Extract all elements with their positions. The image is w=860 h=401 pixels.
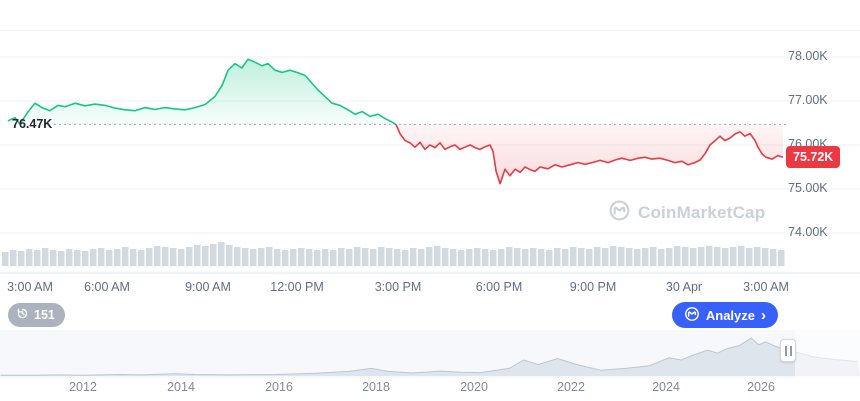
chevron-right-icon: ›	[761, 306, 766, 324]
timeline-handle[interactable]	[780, 339, 796, 362]
timeline-minimap[interactable]	[0, 330, 860, 378]
timeline-year-label: 2012	[69, 380, 97, 394]
analyze-label: Analyze	[705, 307, 755, 323]
x-axis-label: 6:00 PM	[475, 280, 523, 294]
timeline-year-label: 2022	[557, 380, 585, 394]
y-axis-label: 75.00K	[788, 181, 828, 195]
current-price-badge: 75.72K	[786, 146, 841, 168]
timeline-year-label: 2020	[460, 380, 488, 394]
timeline-year-axis: 2012 2014 2016 2018 2020 2022 2024 2026	[0, 377, 860, 397]
timeline-year-label: 2024	[652, 380, 680, 394]
timeline-year-label: 2016	[265, 380, 293, 394]
analyze-logo-icon	[684, 306, 700, 325]
history-count-label: 151	[34, 308, 55, 322]
chart-toolbar: 151 Analyze ›	[0, 300, 860, 330]
x-axis-label: 6:00 AM	[84, 280, 130, 294]
x-axis-label: 3:00 AM	[743, 280, 789, 294]
x-axis-label: 3:00 PM	[374, 280, 422, 294]
price-chart-canvas[interactable]	[0, 0, 860, 273]
y-axis-label: 77.00K	[788, 93, 828, 107]
x-axis-label: 9:00 PM	[569, 280, 617, 294]
timeline-year-label: 2018	[362, 380, 390, 394]
x-axis-label: 3:00 AM	[7, 280, 53, 294]
watermark: CoinMarketCap	[608, 199, 765, 227]
analyze-button[interactable]: Analyze ›	[671, 302, 778, 328]
y-axis-label: 74.00K	[788, 225, 828, 239]
x-axis-label: 30 Apr	[665, 280, 703, 294]
timeline-scrubber[interactable]: 2012 2014 2016 2018 2020 2022 2024 2026	[0, 330, 860, 401]
baseline-price-label: 76.47K	[12, 117, 53, 131]
y-axis-label: 78.00K	[788, 49, 828, 63]
watermark-text: CoinMarketCap	[638, 203, 766, 222]
timeline-unselected-region	[795, 330, 860, 378]
x-axis-label: 12:00 PM	[270, 280, 324, 294]
x-axis-label: 9:00 AM	[185, 280, 231, 294]
history-count-badge[interactable]: 151	[8, 303, 65, 327]
coinmarketcap-logo-icon	[608, 199, 631, 227]
timeline-year-label: 2014	[167, 380, 195, 394]
history-clock-icon	[16, 307, 29, 323]
price-chart[interactable]: 78.00K 77.00K 76.00K 75.00K 74.00K 76.47K 75…	[0, 0, 860, 273]
timeline-year-label: 2026	[747, 380, 775, 394]
x-axis: 3:00 AM 6:00 AM 9:00 AM 12:00 PM 3:00 PM 6:00…	[0, 273, 860, 301]
